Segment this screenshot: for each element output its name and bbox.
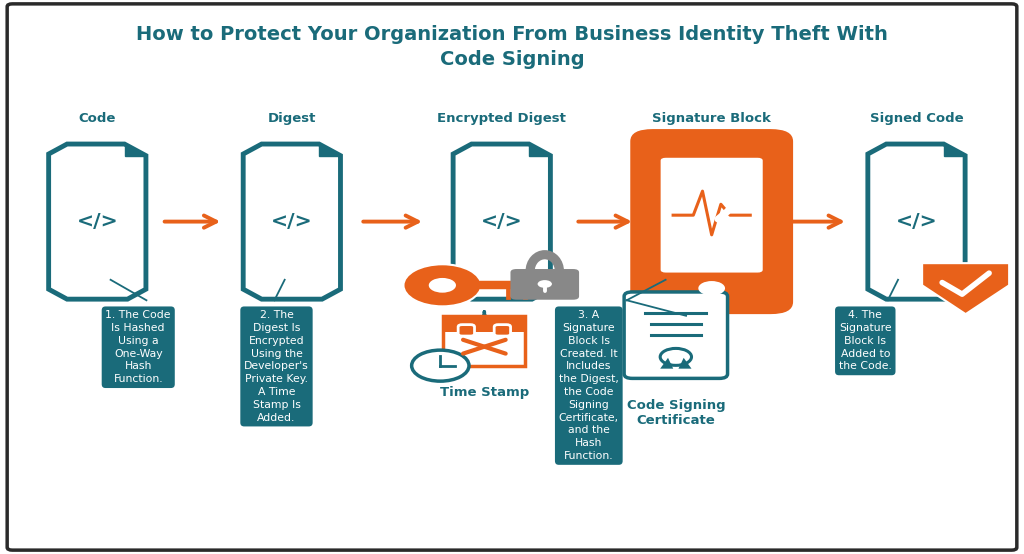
Text: Signature Block: Signature Block xyxy=(652,112,771,125)
Text: </>: </> xyxy=(77,212,118,231)
Polygon shape xyxy=(660,358,673,368)
Circle shape xyxy=(698,281,725,295)
Text: </>: </> xyxy=(271,212,312,231)
FancyBboxPatch shape xyxy=(458,325,474,336)
Polygon shape xyxy=(868,144,965,299)
Text: </>: </> xyxy=(481,212,522,231)
Polygon shape xyxy=(319,144,340,156)
FancyBboxPatch shape xyxy=(495,325,511,336)
Text: </>: </> xyxy=(896,212,937,231)
Polygon shape xyxy=(453,144,551,299)
Bar xyxy=(443,316,525,332)
Circle shape xyxy=(429,278,456,293)
Text: Time Stamp: Time Stamp xyxy=(439,386,529,399)
Text: 1. The Code
Is Hashed
Using a
One-Way
Hash
Function.: 1. The Code Is Hashed Using a One-Way Ha… xyxy=(105,310,171,384)
Circle shape xyxy=(538,280,552,288)
Text: Signed Code: Signed Code xyxy=(869,112,964,125)
Text: How to Protect Your Organization From Business Identity Theft With
Code Signing: How to Protect Your Organization From Bu… xyxy=(136,25,888,69)
FancyBboxPatch shape xyxy=(7,4,1017,550)
Circle shape xyxy=(660,348,691,366)
FancyBboxPatch shape xyxy=(625,292,727,378)
Polygon shape xyxy=(125,144,146,156)
Polygon shape xyxy=(244,144,340,299)
Text: Code: Code xyxy=(79,112,116,125)
Circle shape xyxy=(403,264,481,306)
Text: Encrypted Digest: Encrypted Digest xyxy=(437,112,566,125)
Polygon shape xyxy=(923,263,1010,314)
Text: 2. The
Digest Is
Encrypted
Using the
Developer's
Private Key.
A Time
Stamp Is
Ad: 2. The Digest Is Encrypted Using the Dev… xyxy=(244,310,309,423)
Text: Digest: Digest xyxy=(267,112,316,125)
FancyBboxPatch shape xyxy=(660,158,763,273)
Text: 3. A
Signature
Block Is
Created. It
Includes
the Digest,
the Code
Signing
Certif: 3. A Signature Block Is Created. It Incl… xyxy=(559,310,618,461)
FancyBboxPatch shape xyxy=(443,316,525,366)
Polygon shape xyxy=(679,358,691,368)
FancyBboxPatch shape xyxy=(630,129,793,314)
Text: 4. The
Signature
Block Is
Added to
the Code.: 4. The Signature Block Is Added to the C… xyxy=(839,310,892,371)
Polygon shape xyxy=(944,144,965,156)
Text: Code Signing
Certificate: Code Signing Certificate xyxy=(627,399,725,427)
Polygon shape xyxy=(529,144,551,156)
Circle shape xyxy=(412,350,469,381)
Polygon shape xyxy=(49,144,146,299)
FancyBboxPatch shape xyxy=(511,269,580,300)
